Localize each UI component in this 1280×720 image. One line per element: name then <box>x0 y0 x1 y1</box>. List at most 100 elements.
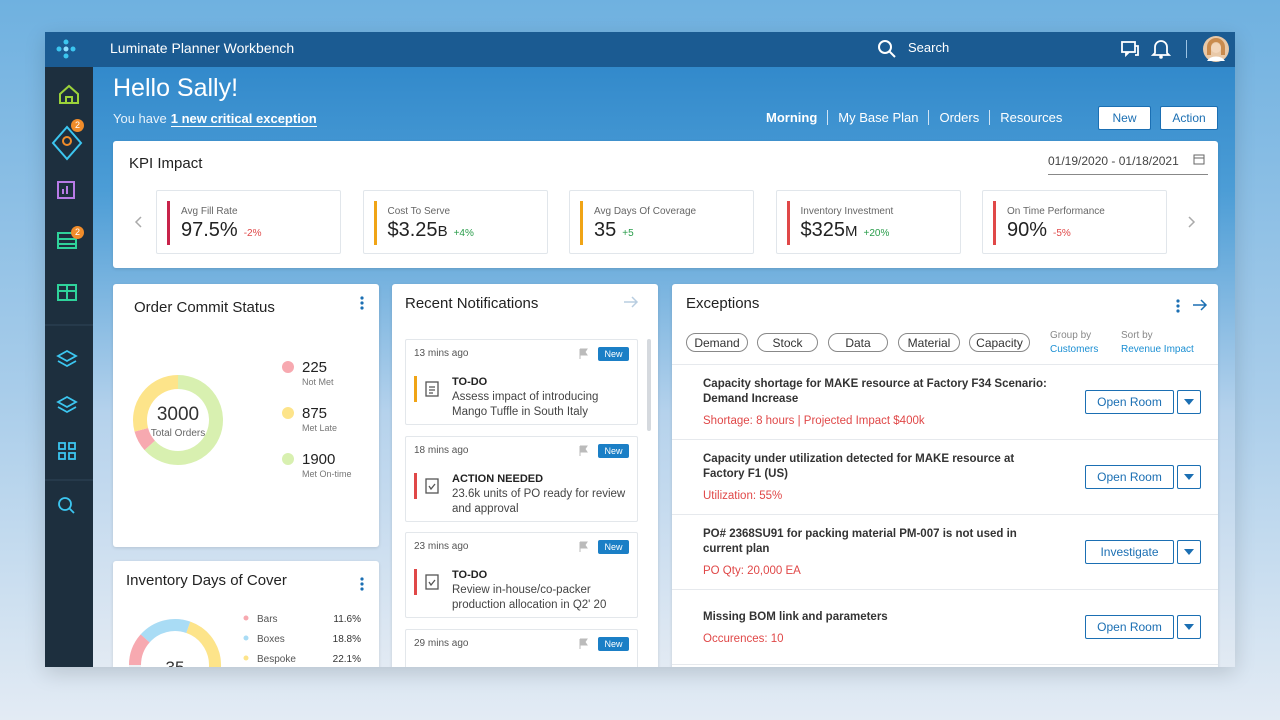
calendar-icon[interactable] <box>1193 153 1205 165</box>
notification-card[interactable]: 23 mins ago New TO-DO Review in-house/co-pa… <box>405 532 638 618</box>
dropdown-button[interactable] <box>1177 465 1201 489</box>
donut-total: 3000 <box>157 404 199 425</box>
filter-chip[interactable]: Capacity <box>969 333 1030 352</box>
notification-card[interactable]: 13 mins ago New TO-DO Assess impact of intr… <box>405 339 638 425</box>
filter-chip[interactable]: Material <box>898 333 960 352</box>
panel-title: Exceptions <box>686 295 760 312</box>
kpi-label: Avg Days Of Coverage <box>594 206 697 217</box>
task-icon-lines <box>428 483 436 490</box>
new-badge: New <box>598 540 629 554</box>
action-button[interactable]: Open Room <box>1085 465 1174 489</box>
flag-icon[interactable] <box>579 541 589 553</box>
chat-icon[interactable] <box>1120 39 1140 59</box>
nav-item[interactable]: Resources <box>989 110 1072 125</box>
task-icon-box <box>425 574 439 590</box>
notification-card[interactable]: 18 mins ago New ACTION NEEDED 23.6k units o… <box>405 435 638 522</box>
kpi-label: Cost To Serve <box>387 206 451 217</box>
filter-chip[interactable]: Demand <box>686 333 748 352</box>
kpi-delta: -5% <box>1053 228 1071 239</box>
kpi-value: $325M <box>800 219 858 241</box>
kpi-unit: M <box>845 223 858 240</box>
home-icon[interactable] <box>59 84 79 104</box>
table-icon[interactable] <box>57 232 77 249</box>
bell-icon[interactable] <box>1151 38 1171 60</box>
kpi-value-row: 35 +5 <box>594 219 634 242</box>
notification-heading: TO-DO <box>452 376 488 388</box>
search-side-icon[interactable] <box>58 497 75 514</box>
group-by-value[interactable]: Customers <box>1050 344 1099 355</box>
nav-item[interactable]: My Base Plan <box>827 110 928 125</box>
new-button[interactable]: New <box>1098 106 1151 130</box>
legend-value: 22.1% <box>333 654 361 665</box>
scrollbar[interactable] <box>647 339 651 431</box>
kpi-label: On Time Performance <box>1007 206 1105 217</box>
action-button[interactable]: Open Room <box>1085 390 1174 414</box>
apps-icon[interactable] <box>58 442 76 460</box>
kpi-delta: +5 <box>622 228 634 239</box>
dropdown-button[interactable] <box>1177 390 1201 414</box>
kpi-value: 90% <box>1007 219 1048 241</box>
filter-chip[interactable]: Data <box>828 333 888 352</box>
kebab-menu[interactable] <box>1175 298 1181 314</box>
sidebar-icons <box>45 84 93 514</box>
caret-shape <box>1184 549 1194 555</box>
legend-dot <box>282 407 294 419</box>
arrow-link[interactable] <box>623 295 639 309</box>
kpi-label: Avg Fill Rate <box>181 206 238 217</box>
kpi-card: Avg Fill Rate 97.5% -2% <box>156 190 341 254</box>
exception-detail: Utilization: 55% <box>703 490 783 502</box>
notification-text: Assess impact of introducing Mango Tuffl… <box>452 391 599 418</box>
legend-label: Not Met <box>302 377 334 387</box>
kpi-unit: B <box>437 223 448 240</box>
dropdown-button[interactable] <box>1177 540 1201 564</box>
nav-item[interactable]: Orders <box>928 110 989 125</box>
action-button[interactable]: Action <box>1160 106 1218 130</box>
kebab-menu[interactable] <box>359 576 365 592</box>
exception-row: Capacity shortage for MAKE resource at F… <box>672 365 1218 440</box>
layers-icon-2[interactable] <box>56 395 78 414</box>
logo <box>56 39 76 59</box>
notification-time: 23 mins ago <box>414 541 469 552</box>
flag-icon[interactable] <box>579 445 589 457</box>
filter-chip[interactable]: Stock <box>757 333 818 352</box>
notification-card[interactable]: 29 mins ago New <box>405 628 638 667</box>
action-button[interactable]: Investigate <box>1085 540 1174 564</box>
sort-by-value[interactable]: Revenue Impact <box>1121 344 1194 355</box>
donut-total-label: Total Orders <box>151 428 205 439</box>
notifications-panel: Recent Notifications 13 mins ago New TO-DO… <box>392 284 658 667</box>
flag-icon[interactable] <box>579 638 589 650</box>
search-icon[interactable] <box>877 39 897 59</box>
date-range[interactable]: 01/19/2020 - 01/18/2021 <box>1048 154 1208 175</box>
flag <box>579 638 588 649</box>
kpi-delta: -2% <box>243 228 262 239</box>
prev-arrow[interactable] <box>133 215 145 229</box>
map-icon[interactable] <box>51 125 83 161</box>
dropdown-button[interactable] <box>1177 615 1201 639</box>
report-icon[interactable] <box>57 181 75 199</box>
notification-text: Review in-house/co-packer production all… <box>452 584 607 611</box>
notification-time: 18 mins ago <box>414 444 469 456</box>
next-arrow[interactable] <box>1185 215 1197 229</box>
search-field[interactable]: Search <box>908 40 950 55</box>
kebab-menu[interactable] <box>359 295 365 311</box>
grid-icon[interactable] <box>57 284 77 301</box>
notification-heading: TO-DO <box>452 569 488 581</box>
caret-shape <box>1184 399 1194 405</box>
flag <box>579 348 588 359</box>
donut-segment <box>133 375 179 432</box>
flag-icon[interactable] <box>579 348 589 360</box>
sidebar: 2 2 <box>45 67 93 667</box>
action-button[interactable]: Open Room <box>1085 615 1174 639</box>
layers-icon[interactable] <box>56 349 78 368</box>
donut-segment <box>144 375 223 465</box>
arrow-link[interactable] <box>1192 298 1208 312</box>
avatar[interactable] <box>1202 35 1230 63</box>
legend-value: 225 <box>302 359 327 376</box>
exception-title: Capacity shortage for MAKE resource at F… <box>703 378 1047 405</box>
sort-by-label: Sort by <box>1121 330 1153 341</box>
exception-title: Capacity under utilization detected for … <box>703 453 1015 480</box>
legend-name: Bespoke <box>257 654 296 665</box>
nav-item[interactable]: Morning <box>766 110 818 125</box>
exception-link[interactable]: 1 new critical exception <box>170 111 317 127</box>
